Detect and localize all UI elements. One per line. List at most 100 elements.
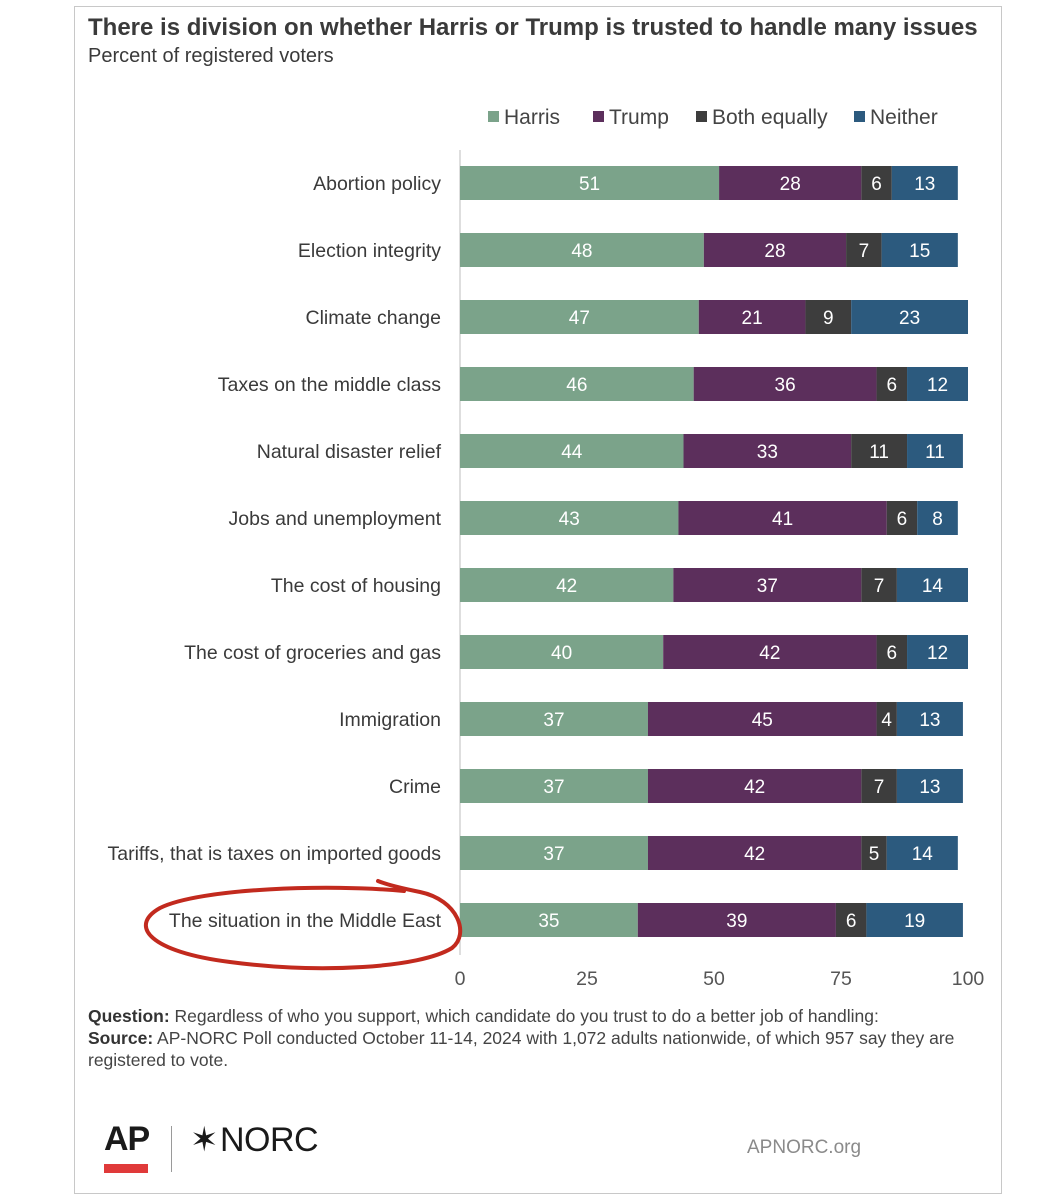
- data-label-neither: 14: [912, 844, 934, 865]
- bar-segment-harris: [460, 836, 648, 870]
- red-circle-annotation: [143, 879, 463, 971]
- category-label: Abortion policy: [313, 173, 441, 195]
- bar-segment-trump: [719, 166, 862, 200]
- question-label: Question:: [88, 1006, 170, 1026]
- chart-subtitle: Percent of registered voters: [88, 45, 334, 67]
- bar-segment-both-equally: [886, 501, 918, 535]
- bar-segment-harris: [460, 233, 704, 267]
- category-label: Election integrity: [298, 240, 441, 262]
- data-label-harris: 37: [543, 777, 564, 798]
- bar-segment-neither: [907, 635, 968, 669]
- stacked-bar-chart: Harris Trump Both equally Neither Abortion p…: [108, 106, 985, 990]
- category-label: The cost of housing: [271, 575, 441, 597]
- data-label-trump: 28: [764, 241, 785, 262]
- data-label-neither: 13: [919, 710, 940, 731]
- data-label-harris: 37: [543, 844, 564, 865]
- data-label-trump: 42: [759, 643, 780, 664]
- bar-segment-trump: [647, 702, 877, 736]
- data-label-neither: 12: [927, 375, 948, 396]
- source-label: Source:: [88, 1028, 154, 1048]
- data-label-harris: 35: [538, 911, 559, 932]
- bar-segment-harris: [460, 769, 648, 803]
- data-label-trump: 37: [757, 576, 778, 597]
- bar-segment-trump: [693, 367, 877, 401]
- legend-label-harris: Harris: [504, 106, 560, 129]
- data-label-both-equally: 6: [897, 509, 908, 530]
- bar-segment-trump: [678, 501, 887, 535]
- data-label-both-equally: 6: [887, 643, 898, 664]
- data-label-trump: 42: [744, 777, 765, 798]
- data-label-neither: 23: [899, 308, 920, 329]
- legend-label-both-equally: Both equally: [712, 106, 828, 129]
- ap-logo: AP: [104, 1120, 150, 1158]
- legend-swatch-trump: [593, 111, 604, 122]
- bar-segment-both-equally: [805, 300, 852, 334]
- bar-segment-harris: [460, 702, 648, 736]
- data-label-neither: 19: [904, 911, 925, 932]
- bar-segment-trump: [698, 300, 806, 334]
- category-label: Taxes on the middle class: [218, 374, 442, 396]
- category-label: Immigration: [339, 709, 441, 731]
- data-label-trump: 39: [726, 911, 747, 932]
- data-label-both-equally: 7: [859, 241, 870, 262]
- source-text: AP-NORC Poll conducted October 11-14, 20…: [88, 1028, 955, 1070]
- data-label-trump: 33: [757, 442, 778, 463]
- category-label: Natural disaster relief: [257, 441, 442, 463]
- bar-segment-both-equally: [846, 233, 882, 267]
- bar-segment-neither: [891, 166, 958, 200]
- bar-segment-both-equally: [876, 702, 897, 736]
- data-label-harris: 43: [559, 509, 580, 530]
- legend-swatch-both-equally: [696, 111, 707, 122]
- bar-segment-both-equally: [861, 166, 892, 200]
- bar-segment-harris: [460, 300, 699, 334]
- bar-segment-harris: [460, 635, 664, 669]
- chart-title: There is division on whether Harris or T…: [88, 14, 978, 41]
- bar-segment-neither: [896, 769, 963, 803]
- category-label: The situation in the Middle East: [169, 910, 442, 932]
- bar-segment-both-equally: [861, 769, 897, 803]
- x-tick-label: 0: [455, 968, 466, 990]
- bar-segment-both-equally: [876, 635, 908, 669]
- data-label-both-equally: 7: [874, 576, 885, 597]
- data-label-neither: 15: [909, 241, 930, 262]
- bar-segment-harris: [460, 367, 694, 401]
- data-label-both-equally: 4: [881, 710, 892, 731]
- ap-logo-bar: [104, 1164, 148, 1173]
- data-label-both-equally: 11: [869, 442, 889, 463]
- data-label-neither: 11: [925, 442, 945, 463]
- data-label-harris: 48: [571, 241, 592, 262]
- data-label-both-equally: 6: [871, 174, 882, 195]
- data-label-harris: 46: [566, 375, 587, 396]
- data-label-neither: 14: [922, 576, 944, 597]
- data-label-neither: 12: [927, 643, 948, 664]
- data-label-trump: 41: [772, 509, 793, 530]
- norc-logo-text: NORC: [220, 1121, 319, 1159]
- bar-segment-neither: [896, 702, 963, 736]
- bar-segment-neither: [866, 903, 963, 937]
- data-label-harris: 40: [551, 643, 572, 664]
- question-note: Question: Regardless of who you support,…: [88, 1005, 988, 1027]
- bar-segment-trump: [663, 635, 877, 669]
- legend-label-neither: Neither: [870, 106, 938, 129]
- x-tick-label: 100: [952, 968, 985, 990]
- category-label: Climate change: [306, 307, 442, 329]
- legend-swatch-harris: [488, 111, 499, 122]
- bar-segment-neither: [886, 836, 958, 870]
- bar-segment-trump: [637, 903, 836, 937]
- data-label-harris: 42: [556, 576, 577, 597]
- bar-segment-harris: [460, 568, 674, 602]
- category-label: Tariffs, that is taxes on imported goods: [108, 843, 442, 865]
- data-label-harris: 37: [543, 710, 564, 731]
- data-label-trump: 36: [775, 375, 796, 396]
- bar-segment-neither: [907, 367, 968, 401]
- bar-segment-harris: [460, 501, 679, 535]
- data-label-both-equally: 6: [887, 375, 898, 396]
- bar-segment-neither: [896, 568, 968, 602]
- site-link[interactable]: APNORC.org: [747, 1137, 862, 1158]
- legend-label-trump: Trump: [609, 106, 669, 129]
- data-label-harris: 51: [579, 174, 600, 195]
- data-label-harris: 44: [561, 442, 583, 463]
- data-label-neither: 8: [932, 509, 943, 530]
- bar-segment-both-equally: [861, 568, 897, 602]
- data-label-trump: 45: [752, 710, 773, 731]
